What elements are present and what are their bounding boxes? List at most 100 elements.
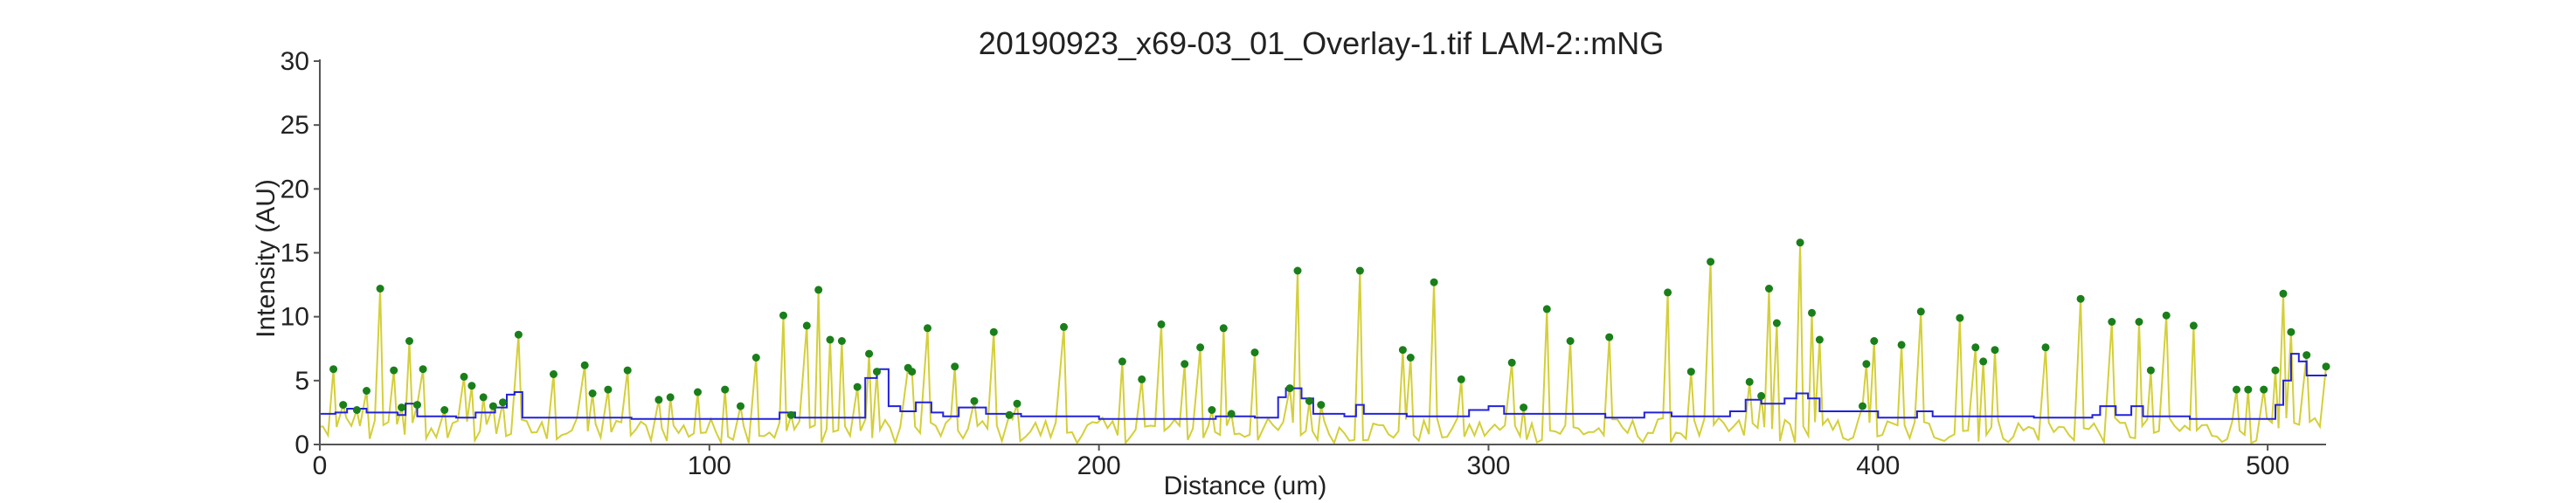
x-tick-label: 300 [1466, 451, 1510, 480]
peak-marker [1157, 320, 1166, 328]
intensity-series [319, 242, 2327, 446]
peak-marker [604, 385, 613, 394]
peak-marker [779, 311, 787, 320]
peak-marker [499, 398, 507, 407]
y-tick-label: 15 [280, 239, 309, 268]
peak-marker [873, 368, 881, 376]
peak-marker [479, 393, 488, 402]
peak-marker [363, 387, 370, 395]
chart-title: 20190923_x69-03_01_Overlay-1.tif LAM-2::… [979, 25, 1664, 61]
peak-marker [550, 370, 557, 378]
peak-marker [1181, 360, 1189, 369]
peak-marker [654, 396, 663, 404]
peak-marker [2322, 362, 2330, 371]
peak-marker [853, 382, 862, 391]
x-tick-label: 500 [2246, 451, 2289, 480]
peak-marker [1317, 401, 1326, 410]
peak-marker [786, 410, 795, 419]
peak-marker [2041, 343, 2050, 352]
peak-marker [339, 401, 348, 410]
background-line [320, 353, 2327, 420]
peak-marker [1430, 278, 1438, 286]
peak-marker [1138, 375, 1146, 383]
peak-marker [1956, 314, 1964, 322]
peak-marker [2302, 351, 2311, 360]
peak-marker [1293, 266, 1302, 275]
peak-marker [1507, 358, 1516, 367]
peak-marker [1219, 324, 1228, 333]
peak-marker [1796, 238, 1804, 247]
peak-marker [989, 327, 998, 336]
peak-marker [1707, 258, 1715, 266]
peak-marker [413, 401, 421, 410]
y-tick-label: 30 [280, 47, 309, 76]
peak-marker [1991, 346, 1999, 355]
peak-marker [2108, 318, 2116, 326]
peak-marker [405, 337, 413, 345]
peak-marker [1196, 343, 1205, 352]
peak-marker [2279, 289, 2288, 298]
x-tick-label: 0 [313, 451, 328, 480]
peak-marker [1859, 402, 1866, 410]
peak-marker [580, 361, 589, 369]
peak-marker [1772, 319, 1781, 327]
peak-marker [467, 382, 476, 390]
peak-marker [1520, 403, 1528, 412]
peak-marker [2189, 321, 2198, 330]
peak-marker [2233, 385, 2240, 394]
peak-marker [588, 389, 597, 397]
peak-marker [1808, 308, 1816, 317]
peak-marker [1979, 357, 1988, 366]
peak-marker [1971, 343, 1980, 352]
peak-marker [1870, 337, 1879, 345]
x-axis-label: Distance (um) [1164, 472, 1327, 500]
peak-markers [329, 238, 2330, 419]
peak-marker [1406, 354, 1415, 362]
peak-marker [1005, 410, 1014, 419]
peak-marker [1566, 337, 1575, 345]
peak-marker [1060, 322, 1068, 331]
y-tick-label: 0 [294, 431, 309, 459]
peak-marker [908, 368, 917, 376]
peak-marker [2260, 385, 2268, 394]
peak-marker [826, 335, 834, 344]
peak-marker [1686, 368, 1695, 376]
peak-marker [1815, 335, 1824, 344]
peak-marker [1542, 305, 1551, 314]
peak-marker [924, 324, 931, 333]
peak-marker [1765, 285, 1773, 293]
peak-marker [1897, 341, 1906, 349]
peak-marker [970, 396, 979, 405]
peak-marker [1757, 391, 1766, 400]
background-series [320, 353, 2327, 420]
peak-marker [1664, 288, 1672, 297]
peak-marker [1250, 348, 1259, 357]
y-tick-label: 20 [280, 175, 309, 203]
peak-marker [1916, 307, 1925, 316]
peak-marker [2135, 318, 2143, 326]
peak-marker [1285, 384, 1294, 393]
peak-marker [329, 365, 338, 374]
axes: 0 100 200 300 400 500 0 5 10 15 20 25 30 [280, 47, 2326, 480]
peak-marker [419, 365, 427, 374]
peak-marker [352, 406, 361, 414]
peak-marker [1457, 375, 1465, 383]
peak-marker [1605, 333, 1614, 341]
peak-marker [390, 366, 398, 375]
peak-marker [951, 362, 959, 371]
peak-marker [623, 366, 632, 375]
x-tick-label: 200 [1077, 451, 1121, 480]
peak-marker [514, 330, 523, 339]
peak-marker [1305, 396, 1313, 405]
peak-marker [1862, 360, 1871, 369]
y-tick-label: 10 [280, 303, 309, 332]
peak-marker [2162, 311, 2171, 320]
peak-marker [376, 285, 384, 293]
peak-marker [2287, 327, 2296, 336]
peak-marker [837, 337, 846, 345]
peak-marker [1208, 406, 1216, 414]
peak-marker [488, 402, 497, 410]
peak-marker [721, 385, 730, 394]
peak-marker [2076, 294, 2085, 303]
